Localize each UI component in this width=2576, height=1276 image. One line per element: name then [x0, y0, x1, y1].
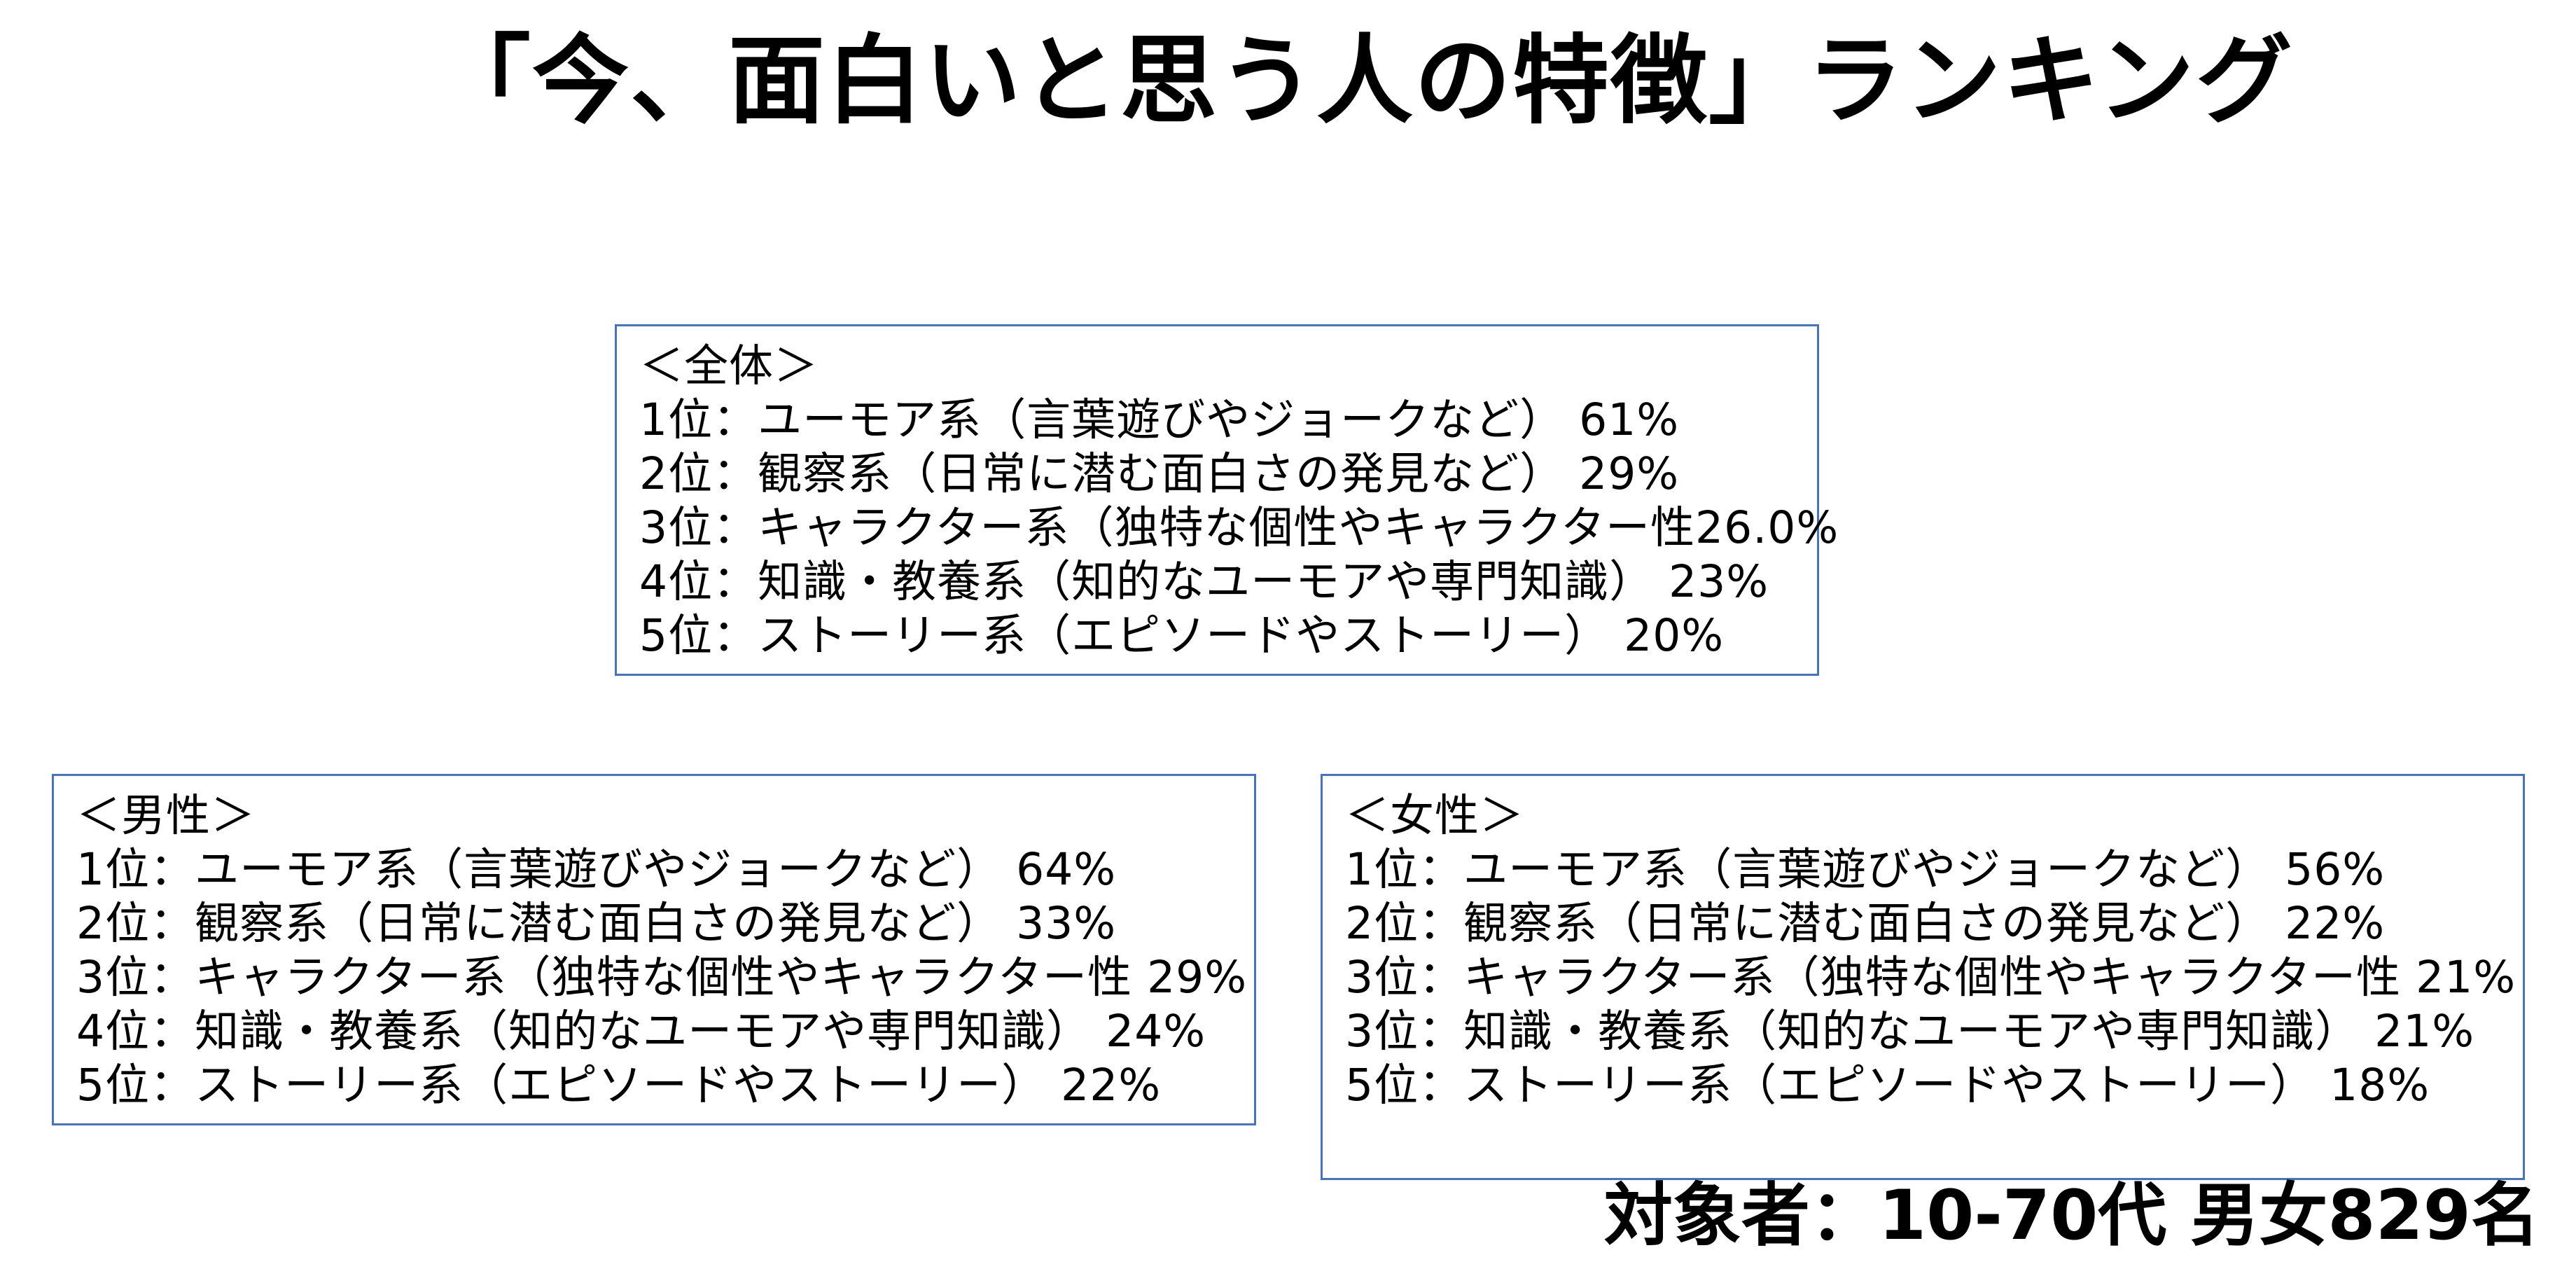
overall-rank-1: 1位：ユーモア系（言葉遊びやジョークなど） 61%: [639, 394, 1680, 445]
overall-heading: ＜全体＞: [639, 340, 819, 391]
page-title: 「今、面白いと思う人の特徴」ランキング: [434, 25, 2294, 137]
overall-ranking-box: ＜全体＞ 1位：ユーモア系（言葉遊びやジョークなど） 61% 2位：観察系（日常…: [615, 324, 1839, 676]
survey-target-note: 対象者：10-70代 男女829名: [1603, 1176, 2540, 1256]
overall-rank-4: 4位：知識・教養系（知的なユーモアや専門知識） 23%: [639, 556, 1769, 607]
female-ranking-box: ＜女性＞ 1位：ユーモア系（言葉遊びやジョークなど） 56% 2位：観察系（日常…: [1321, 774, 2525, 1180]
male-heading: ＜男性＞: [76, 790, 256, 841]
female-rank-4: 3位：知識・教養系（知的なユーモアや専門知識） 21%: [1345, 1006, 2475, 1057]
male-rank-5: 5位：ストーリー系（エピソードやストーリー） 22%: [76, 1060, 1162, 1111]
male-rank-3: 3位：キャラクター系（独特な個性やキャラクター性 29%: [76, 952, 1248, 1003]
overall-rank-5: 5位：ストーリー系（エピソードやストーリー） 20%: [639, 610, 1725, 661]
female-rank-1: 1位：ユーモア系（言葉遊びやジョークなど） 56%: [1345, 844, 2386, 895]
male-rank-1: 1位：ユーモア系（言葉遊びやジョークなど） 64%: [76, 844, 1117, 895]
male-ranking-box: ＜男性＞ 1位：ユーモア系（言葉遊びやジョークなど） 64% 2位：観察系（日常…: [52, 774, 1256, 1125]
male-rank-4: 4位：知識・教養系（知的なユーモアや専門知識） 24%: [76, 1006, 1206, 1057]
overall-rank-2: 2位：観察系（日常に潜む面白さの発見など） 29%: [639, 448, 1680, 499]
female-rank-3: 3位：キャラクター系（独特な個性やキャラクター性 21%: [1345, 952, 2516, 1003]
male-rank-2: 2位：観察系（日常に潜む面白さの発見など） 33%: [76, 898, 1117, 949]
female-rank-2: 2位：観察系（日常に潜む面白さの発見など） 22%: [1345, 898, 2386, 949]
female-heading: ＜女性＞: [1345, 790, 1524, 841]
female-rank-5: 5位：ストーリー系（エピソードやストーリー） 18%: [1345, 1060, 2430, 1111]
overall-rank-3: 3位：キャラクター系（独特な個性やキャラクター性26.0%: [639, 502, 1839, 553]
